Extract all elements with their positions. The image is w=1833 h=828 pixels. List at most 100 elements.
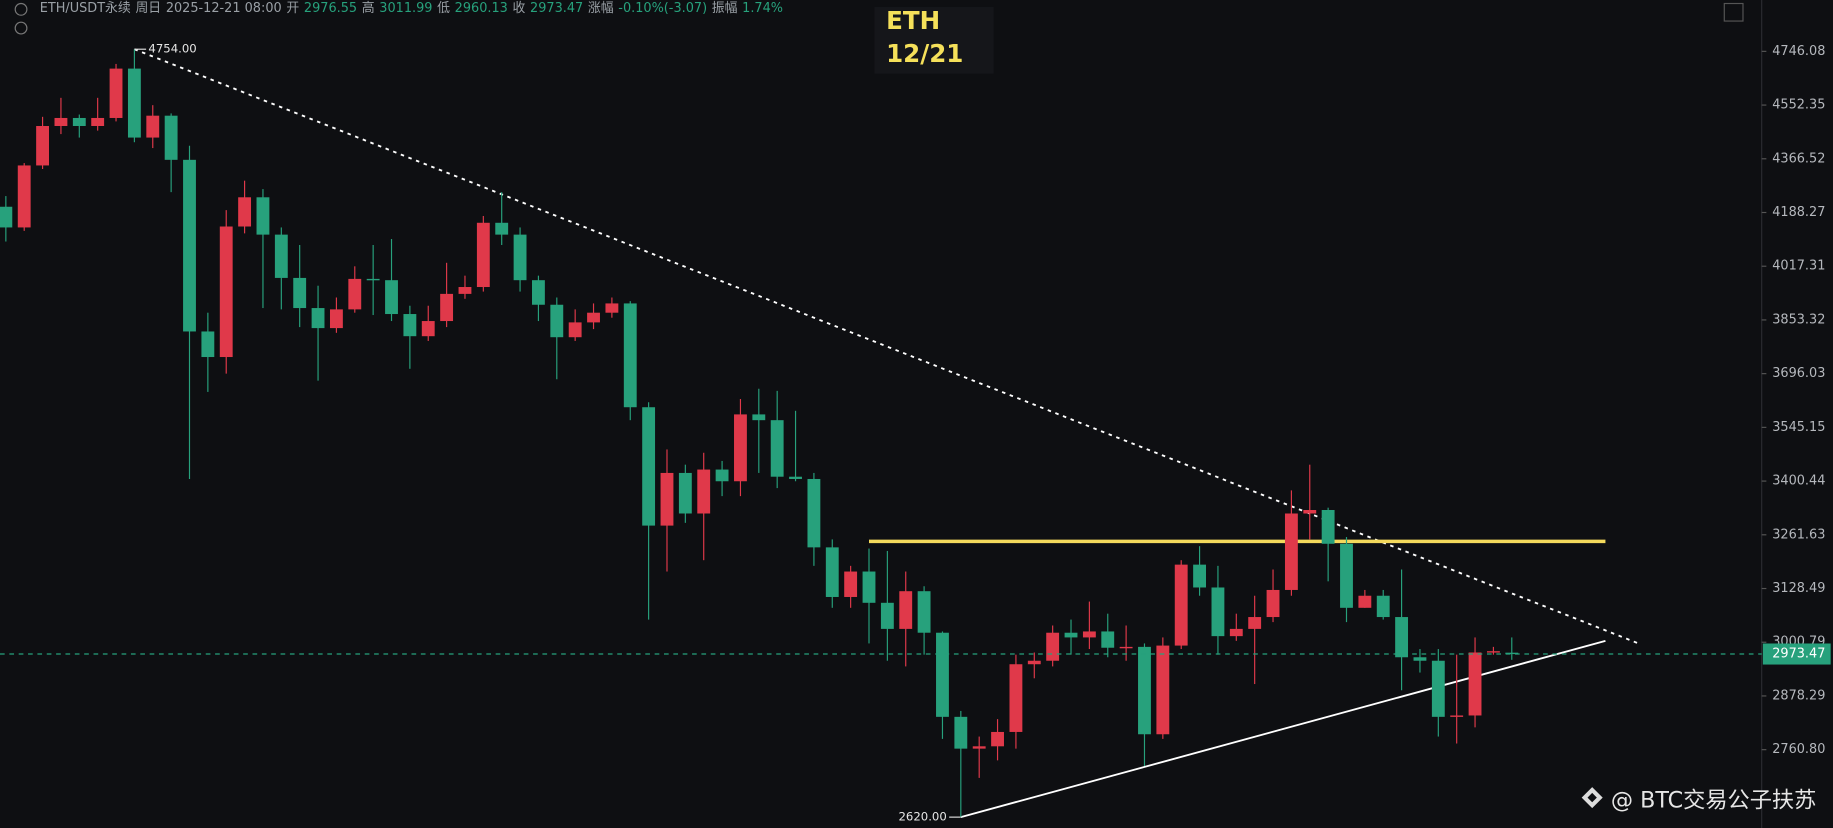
y-tick-label: 3400.44 xyxy=(1772,474,1825,489)
chart-subtitle: 12/21 xyxy=(886,39,963,68)
y-tick-label: 4188.27 xyxy=(1772,205,1825,220)
y-tick-label: 3545.15 xyxy=(1772,420,1825,435)
candle-body xyxy=(770,420,784,477)
candle-body xyxy=(329,309,343,329)
price-label-box xyxy=(1762,643,1831,665)
header-item: 2960.13 xyxy=(455,1,508,16)
candle-body xyxy=(1340,543,1353,608)
candle-body xyxy=(458,287,472,294)
candle-body xyxy=(1413,657,1427,661)
annotation-label: 2620.00 xyxy=(898,810,946,824)
y-tick-label: 4746.08 xyxy=(1772,44,1825,59)
y-tick-label: 3696.03 xyxy=(1772,366,1825,381)
candle-body xyxy=(660,472,674,526)
candle-body xyxy=(1174,564,1188,646)
candle-body xyxy=(844,571,858,597)
candle-body xyxy=(513,234,527,281)
candle-body xyxy=(201,331,215,358)
candle-body xyxy=(1431,660,1445,717)
candle-body xyxy=(36,126,50,166)
header-item: 2976.55 xyxy=(304,1,357,16)
candle-body xyxy=(550,304,564,338)
candle-body xyxy=(568,322,582,338)
candle-body xyxy=(91,117,105,127)
candle-body xyxy=(532,280,545,305)
candle-body xyxy=(1064,632,1078,638)
candle-body xyxy=(697,469,711,514)
y-tick-label: 4366.52 xyxy=(1772,151,1825,166)
candle-body xyxy=(715,469,729,482)
y-tick-label: 4017.31 xyxy=(1772,259,1825,274)
y-tick-label: 2878.29 xyxy=(1772,688,1825,703)
candle-body xyxy=(1082,631,1096,638)
candle-body xyxy=(1229,628,1243,637)
header-item: 2973.47 xyxy=(530,1,583,16)
candle-body xyxy=(825,547,839,597)
candle-body xyxy=(623,303,637,408)
candle-body xyxy=(495,222,509,235)
annotation-label: 4754.00 xyxy=(148,42,196,56)
candle-body xyxy=(862,571,876,603)
settings-icon[interactable] xyxy=(14,2,28,16)
candle-body xyxy=(17,165,31,228)
candle-body xyxy=(1303,509,1317,514)
expand-icon[interactable] xyxy=(14,21,28,35)
candle-body xyxy=(789,476,802,479)
y-tick-label: 3261.63 xyxy=(1772,527,1825,542)
candle-body xyxy=(385,280,398,315)
candle-body xyxy=(164,115,178,160)
candle-body xyxy=(183,159,196,332)
header-item: 低 xyxy=(437,1,450,16)
candle-body xyxy=(899,591,913,629)
candle-body xyxy=(0,206,13,228)
candle-body xyxy=(587,312,600,323)
candle-body xyxy=(954,716,968,749)
candle-body xyxy=(1156,645,1170,735)
header-item: 高 xyxy=(362,0,375,16)
candle-body xyxy=(274,234,288,278)
price-label: 2973.47 xyxy=(1772,647,1825,662)
candle-body xyxy=(476,222,490,288)
candle-body xyxy=(807,478,821,548)
candle-body xyxy=(1358,595,1372,608)
candle-body xyxy=(1101,631,1115,648)
header: ETH/USDT永续 周日 2025-12-21 08:00 开 2976.55 高 301… xyxy=(40,0,783,16)
candle-body xyxy=(734,414,747,482)
candle-body xyxy=(1284,513,1298,590)
candle-body xyxy=(1266,589,1280,618)
candle-body xyxy=(348,278,362,310)
candle-body xyxy=(752,414,766,421)
candle-body xyxy=(605,303,619,313)
candle-body xyxy=(917,591,931,633)
candle-body xyxy=(238,197,252,227)
candle-body xyxy=(256,197,270,235)
candle-body xyxy=(1376,595,1390,618)
header-item: 涨幅 xyxy=(588,1,614,16)
candle-body xyxy=(1046,632,1060,661)
candle-body xyxy=(1193,564,1207,588)
y-tick-label: 2760.80 xyxy=(1772,742,1825,757)
candle-body xyxy=(936,632,949,717)
candle-body xyxy=(678,472,692,514)
candle-body xyxy=(1450,715,1464,717)
layout-icon[interactable] xyxy=(1723,2,1744,22)
candle-body xyxy=(1395,617,1409,658)
candle-body xyxy=(1486,651,1500,653)
header-item: -0.10%(-3.07) xyxy=(618,1,707,16)
header-item: 周日 xyxy=(135,1,161,16)
candle-body xyxy=(311,308,325,329)
candle-body xyxy=(880,602,894,629)
y-tick-label: 4552.35 xyxy=(1772,98,1825,113)
y-tick-label: 3128.49 xyxy=(1772,581,1825,596)
candle-body xyxy=(1468,652,1482,716)
candle-body xyxy=(1505,652,1519,655)
candle-body xyxy=(642,407,656,526)
candle-body xyxy=(72,117,86,127)
candle-body xyxy=(1248,617,1262,629)
header-item: 开 xyxy=(286,1,299,16)
candle-body xyxy=(1027,660,1041,665)
candle-body xyxy=(991,731,1004,747)
candle-body xyxy=(366,278,380,281)
